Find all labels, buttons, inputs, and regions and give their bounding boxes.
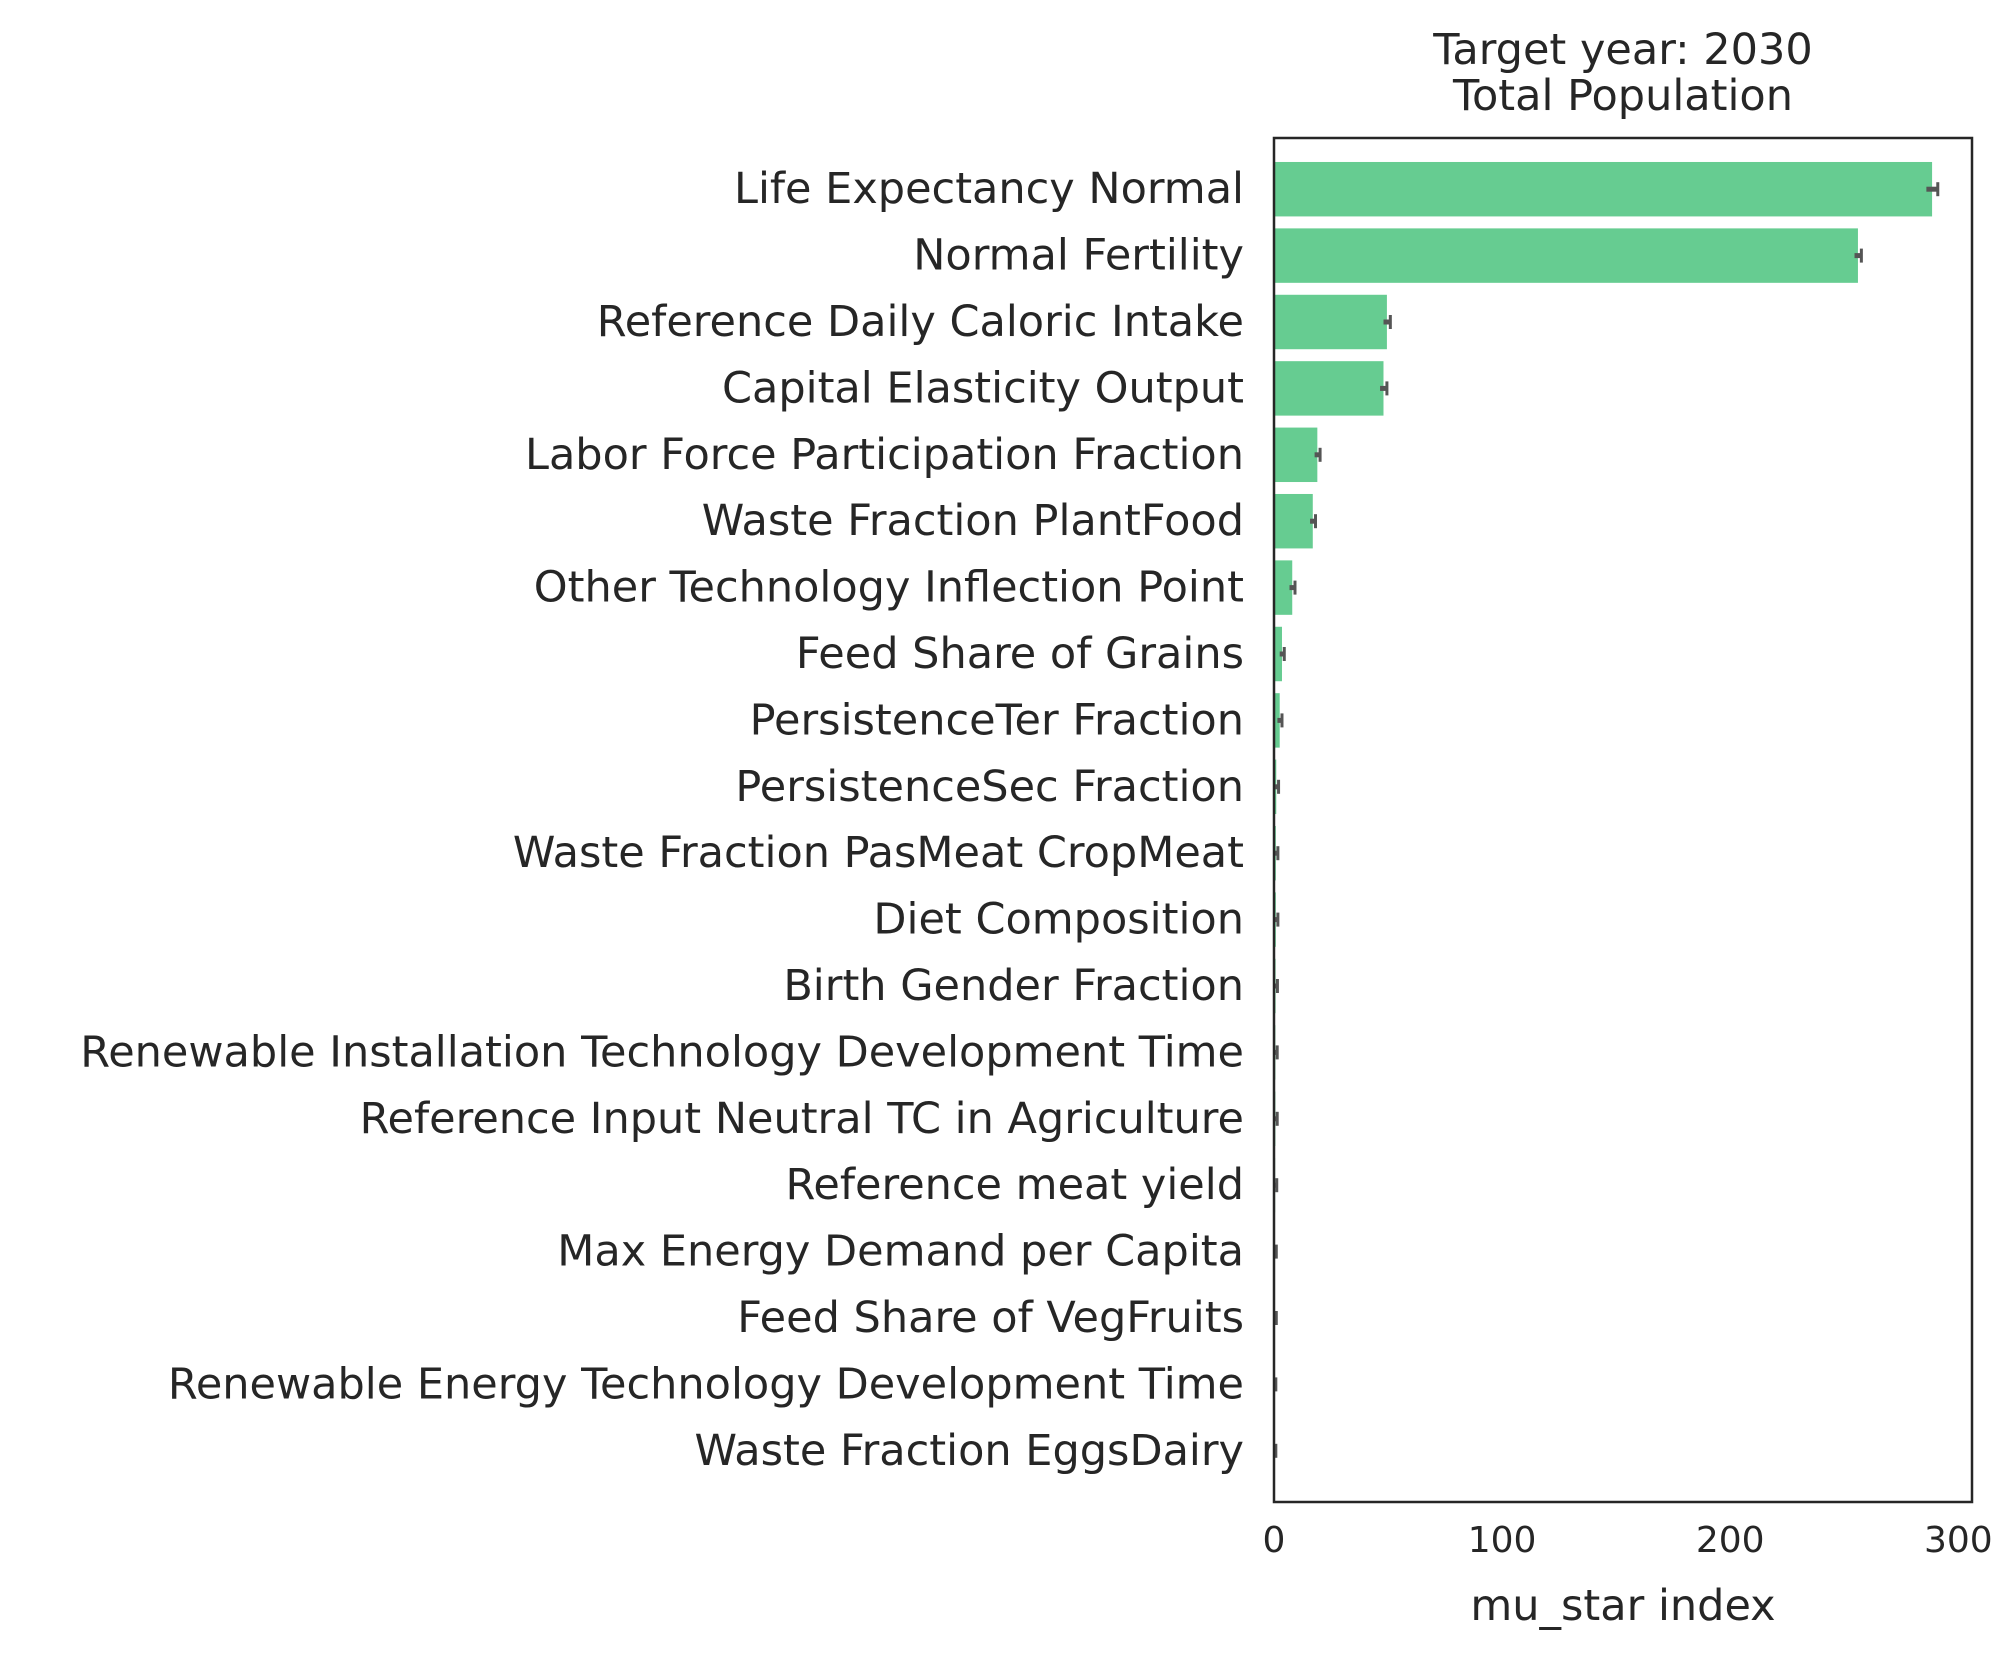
error-bars-group — [1274, 182, 1940, 1458]
bars-group — [1274, 161, 1933, 1479]
y-tick-label: Feed Share of Grains — [796, 629, 1244, 679]
plot-frame — [1272, 136, 1974, 1504]
y-tick-label: Capital Elasticity Output — [722, 363, 1244, 413]
bar — [1274, 427, 1318, 483]
x-axis-label: mu_star index — [1470, 1581, 1775, 1631]
x-tick-label: 100 — [1468, 1520, 1537, 1561]
bar — [1274, 294, 1387, 350]
x-tick-label: 0 — [1263, 1520, 1286, 1561]
y-tick-label: Reference Daily Caloric Intake — [597, 297, 1244, 347]
y-tick-label: Diet Composition — [873, 895, 1244, 945]
y-tick-label: Life Expectancy Normal — [734, 164, 1244, 214]
y-tick-label: Normal Fertility — [913, 231, 1244, 281]
y-tick-label: Other Technology Inflection Point — [534, 563, 1244, 613]
y-tick-label: Labor Force Participation Fraction — [525, 430, 1244, 480]
bar — [1274, 493, 1313, 549]
y-tick-label: Feed Share of VegFruits — [737, 1293, 1244, 1343]
bar — [1274, 626, 1282, 682]
x-tick-label: 200 — [1696, 1520, 1765, 1561]
bar — [1274, 693, 1280, 748]
y-tick-label: Renewable Energy Technology Development … — [168, 1359, 1244, 1409]
bar — [1274, 161, 1933, 217]
y-tick-label: Birth Gender Fraction — [783, 961, 1244, 1011]
y-tick-label: Reference meat yield — [785, 1160, 1244, 1210]
y-tick-label: Waste Fraction PlantFood — [702, 496, 1244, 546]
x-axis-ticks: 0 100 200 300 — [1263, 1520, 1993, 1561]
chart-subtitle: Total Population — [1452, 71, 1793, 121]
y-tick-label: Waste Fraction PasMeat CropMeat — [513, 828, 1244, 878]
y-tick-label: PersistenceTer Fraction — [750, 695, 1244, 745]
y-tick-label: Waste Fraction EggsDairy — [694, 1426, 1244, 1476]
y-tick-labels: Life Expectancy Normal Normal Fertility Re… — [80, 164, 1244, 1476]
chart-title: Target year: 2030 — [1432, 25, 1812, 75]
y-tick-label: PersistenceSec Fraction — [735, 762, 1244, 812]
y-tick-label: Reference Input Neutral TC in Agricultur… — [360, 1094, 1244, 1144]
x-tick-label: 300 — [1924, 1520, 1993, 1561]
bar — [1274, 560, 1293, 615]
bar — [1274, 361, 1384, 416]
y-tick-label: Max Energy Demand per Capita — [557, 1227, 1244, 1277]
bar — [1274, 228, 1858, 283]
y-tick-label: Renewable Installation Technology Develo… — [80, 1027, 1244, 1077]
